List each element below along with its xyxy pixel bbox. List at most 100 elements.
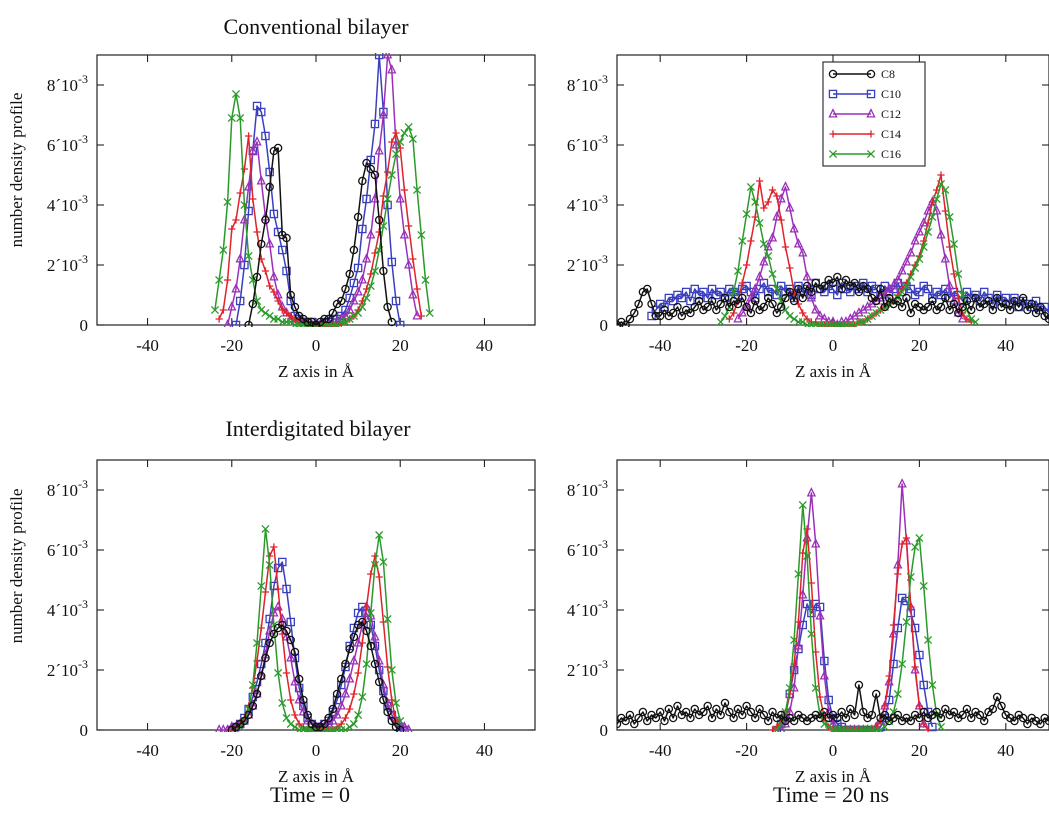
data-point-c16: [257, 581, 266, 591]
data-point-c8: [716, 299, 725, 309]
data-point-c12: [404, 724, 413, 732]
data-point-c12: [349, 295, 359, 305]
data-point-c10: [286, 296, 295, 306]
data-point-c16: [345, 722, 354, 732]
data-point-c8: [353, 212, 363, 222]
data-point-c16: [413, 185, 422, 195]
data-point-c8: [837, 284, 846, 294]
data-point-c10: [651, 305, 661, 315]
data-point-c8: [850, 278, 859, 288]
data-point-c16: [872, 308, 881, 318]
data-point-c8: [244, 320, 253, 327]
data-point-c14: [760, 204, 768, 212]
data-point-c14: [920, 720, 928, 728]
data-point-c12: [957, 313, 968, 323]
data-point-c14: [341, 714, 350, 722]
data-point-c12: [884, 676, 894, 686]
data-point-c16: [751, 197, 760, 207]
data-point-c14: [941, 207, 949, 215]
panel-bl: 0 2´10-3 4´10-3 6´10-3 8´10-3 -40 -20 0 20 40 Z ax…: [47, 459, 536, 786]
data-point-c12: [378, 109, 389, 119]
x-tick-label: 20: [392, 741, 409, 760]
y-tick-label: 4´10-3: [567, 192, 608, 215]
data-point-c16: [383, 194, 392, 204]
data-point-c8: [841, 275, 851, 285]
data-point-c12: [815, 310, 825, 320]
x-tick-label: 20: [911, 336, 928, 355]
data-point-c8: [286, 290, 295, 300]
data-point-c16: [252, 638, 262, 648]
data-point-c12: [811, 538, 821, 548]
data-point-c16: [362, 293, 371, 303]
data-point-c12: [910, 235, 920, 245]
data-point-c8: [703, 302, 712, 312]
data-point-c16: [358, 692, 367, 702]
data-point-c14: [287, 312, 295, 320]
data-point-c8: [759, 302, 769, 312]
data-point-c16: [383, 614, 392, 624]
data-point-c14: [400, 186, 409, 194]
data-point-c14: [928, 198, 936, 206]
data-point-c12: [408, 289, 418, 299]
data-point-c8: [707, 713, 717, 723]
data-point-c12: [366, 229, 376, 239]
data-point-c12: [893, 274, 903, 284]
data-point-c8: [738, 710, 747, 720]
data-point-c8: [712, 704, 721, 714]
y-tick-label: 6´10-3: [47, 132, 88, 155]
data-point-c16: [387, 665, 396, 675]
data-point-c8: [1010, 716, 1019, 726]
data-point-c14: [228, 225, 236, 233]
data-point-c8: [984, 296, 993, 306]
y-tick-exponent: -3: [78, 192, 88, 206]
data-point-c8: [690, 704, 700, 714]
data-point-c10: [919, 680, 928, 690]
data-point-c8: [261, 215, 270, 225]
data-point-c8: [945, 305, 954, 315]
legend-label-c12: C12: [881, 107, 901, 121]
data-point-c12: [777, 724, 786, 732]
legend-marker-c10: [866, 89, 876, 99]
data-point-c8: [303, 710, 312, 720]
data-point-c8: [807, 287, 816, 297]
data-point-c10: [820, 656, 829, 666]
data-point-c10: [681, 287, 691, 297]
y-tick-label: 4´10-3: [47, 192, 88, 215]
data-point-c10: [256, 107, 266, 117]
data-point-c12: [387, 64, 397, 74]
data-point-c8: [630, 308, 639, 318]
data-point-c12: [888, 628, 899, 638]
data-point-c12: [294, 694, 304, 704]
data-point-c16: [290, 722, 300, 732]
x-axis-label: Z axis in Å: [795, 362, 872, 381]
data-point-c14: [937, 171, 945, 179]
data-point-c14: [803, 315, 811, 323]
data-point-c8: [673, 302, 682, 312]
data-point-c12: [789, 682, 799, 692]
data-point-c8: [988, 704, 998, 714]
data-point-c12: [944, 280, 955, 290]
data-point-c16: [408, 134, 417, 144]
data-point-c8: [776, 710, 786, 720]
y-tick-label: 0: [80, 316, 89, 335]
data-point-c12: [953, 307, 963, 317]
x-tick-label: 0: [829, 336, 838, 355]
data-point-c16: [341, 317, 350, 327]
data-point-c16: [902, 281, 911, 291]
data-point-c14: [274, 297, 282, 305]
panel-tl: 0 2´10-3 4´10-3 6´10-3 8´10-3 -40 -20 0 20 40 Z ax…: [47, 53, 536, 381]
data-point-c14: [215, 315, 223, 323]
data-point-c8: [252, 689, 262, 699]
data-point-c16: [755, 218, 764, 228]
data-point-c8: [668, 713, 678, 723]
legend-label-c8: C8: [881, 67, 895, 81]
data-point-c8: [776, 302, 786, 312]
data-point-c8: [867, 710, 877, 720]
data-point-c16: [720, 311, 730, 321]
data-point-c8: [642, 284, 652, 294]
data-point-c8: [320, 314, 329, 324]
data-point-c8: [988, 305, 998, 315]
data-point-c8: [244, 710, 253, 720]
series-group-tl: [210, 53, 434, 327]
y-tick-label: 2´10-3: [567, 252, 608, 275]
